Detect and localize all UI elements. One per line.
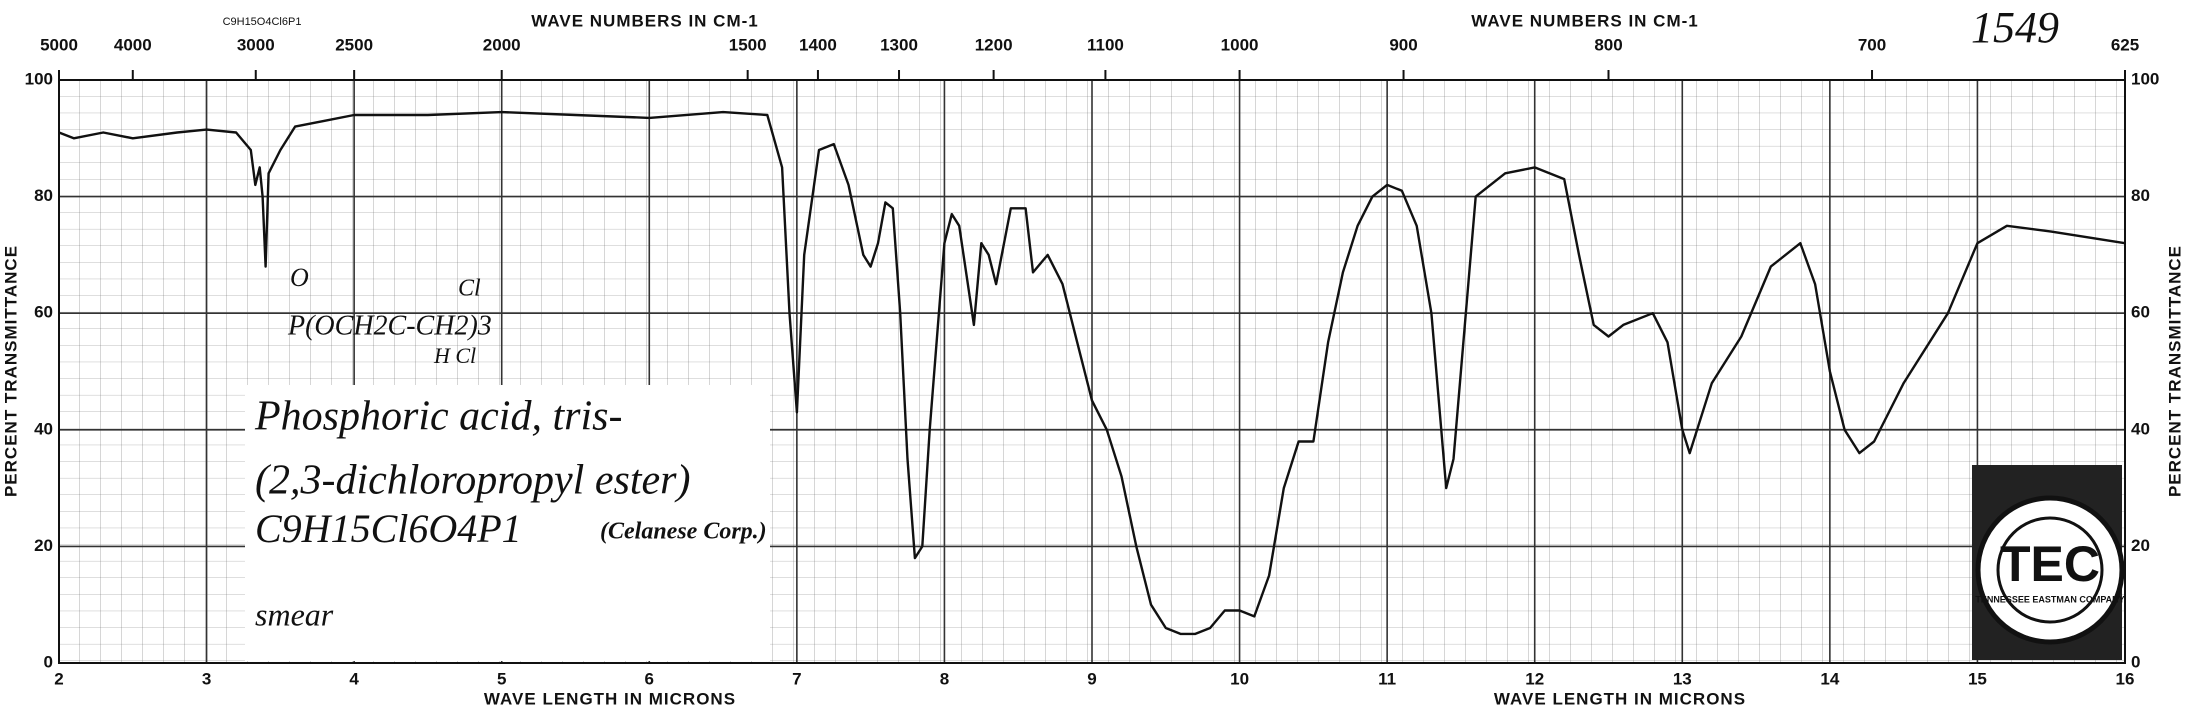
y-tick-label: 20 bbox=[34, 536, 53, 555]
y-tick-label: 80 bbox=[34, 186, 53, 205]
structure-line: O bbox=[290, 263, 309, 292]
y2-tick-label: 80 bbox=[2131, 186, 2150, 205]
structure-line: Cl bbox=[458, 276, 481, 302]
x2-tick-label: 2500 bbox=[335, 35, 373, 54]
y-tick-label: 100 bbox=[25, 69, 53, 88]
annotation: smear bbox=[255, 596, 334, 632]
x-tick-label: 2 bbox=[54, 669, 63, 688]
annotation: Phosphoric acid, tris- bbox=[254, 394, 622, 440]
spectrum-line bbox=[58, 110, 2126, 636]
x-tick-label: 3 bbox=[202, 669, 211, 688]
x-axis-title: WAVE LENGTH IN MICRONS bbox=[1494, 689, 1746, 708]
x-tick-label: 8 bbox=[940, 669, 949, 688]
annotation: (2,3-dichloropropyl ester) bbox=[255, 458, 690, 504]
x-axis-title: WAVE LENGTH IN MICRONS bbox=[484, 689, 736, 708]
x2-axis-title: WAVE NUMBERS IN CM-1 bbox=[1471, 11, 1698, 30]
x2-tick-label: 625 bbox=[2111, 35, 2139, 54]
y-axis-title: PERCENT TRANSMITTANCE bbox=[2165, 245, 2184, 497]
logo-ring-text: TENNESSEE EASTMAN COMPANY bbox=[1975, 594, 2124, 604]
annotation: C9H15Cl6O4P1 bbox=[255, 506, 522, 551]
y2-tick-label: 0 bbox=[2131, 652, 2140, 671]
y2-tick-label: 40 bbox=[2131, 419, 2150, 438]
structure-line: P(OCH2C-CH2)3 bbox=[287, 310, 492, 341]
annotation: (Celanese Corp.) bbox=[600, 519, 767, 545]
x-tick-label: 7 bbox=[792, 669, 801, 688]
x2-tick-label: 1200 bbox=[975, 35, 1013, 54]
y-tick-label: 60 bbox=[34, 303, 53, 322]
y-tick-label: 40 bbox=[34, 419, 53, 438]
structure: O P(OCH2C-CH2)3 Cl H Cl bbox=[287, 263, 492, 368]
logo-inner bbox=[1996, 516, 2104, 624]
x-tick-label: 11 bbox=[1378, 669, 1396, 688]
y-axis-title: PERCENT TRANSMITTANCE bbox=[1, 245, 20, 497]
x2-tick-label: 4000 bbox=[114, 35, 152, 54]
marks bbox=[58, 110, 2126, 636]
x2-tick-label: 2000 bbox=[483, 35, 521, 54]
x-tick-label: 15 bbox=[1968, 669, 1987, 688]
y-tick-label: 0 bbox=[44, 652, 53, 671]
x2-tick-label: 1100 bbox=[1087, 35, 1124, 54]
x-tick-label: 9 bbox=[1087, 669, 1096, 688]
y2-tick-label: 20 bbox=[2131, 536, 2150, 555]
formula-top: C9H15O4Cl6P1 bbox=[223, 16, 302, 28]
x2-tick-label: 1300 bbox=[880, 35, 918, 54]
x2-tick-label: 800 bbox=[1594, 35, 1622, 54]
annotation-box bbox=[245, 385, 770, 661]
x2-tick-label: 900 bbox=[1389, 35, 1417, 54]
logo-text: TEC bbox=[2000, 536, 2100, 592]
catalog-number: 1549 bbox=[1971, 3, 2059, 52]
x2-tick-label: 5000 bbox=[40, 35, 78, 54]
y2-tick-label: 60 bbox=[2131, 303, 2150, 322]
x-tick-label: 5 bbox=[497, 669, 506, 688]
x2-axis-title: WAVE NUMBERS IN CM-1 bbox=[531, 11, 758, 30]
x2-tick-label: 1000 bbox=[1221, 35, 1259, 54]
x-tick-label: 6 bbox=[645, 669, 654, 688]
structure-line: H Cl bbox=[433, 343, 476, 368]
y2-tick-label: 100 bbox=[2131, 69, 2159, 88]
plot-frame bbox=[58, 79, 2126, 664]
x-tick-label: 16 bbox=[2116, 669, 2135, 688]
x-tick-label: 12 bbox=[1525, 669, 1544, 688]
x2-tick-label: 1500 bbox=[729, 35, 767, 54]
x2-tick-label: 1400 bbox=[799, 35, 837, 54]
x-tick-label: 10 bbox=[1230, 669, 1249, 688]
x-tick-label: 14 bbox=[1820, 669, 1839, 688]
x-tick-label: 4 bbox=[349, 669, 359, 688]
x-tick-label: 13 bbox=[1673, 669, 1692, 688]
x2-tick-label: 700 bbox=[1858, 35, 1886, 54]
x2-tick-label: 3000 bbox=[237, 35, 275, 54]
